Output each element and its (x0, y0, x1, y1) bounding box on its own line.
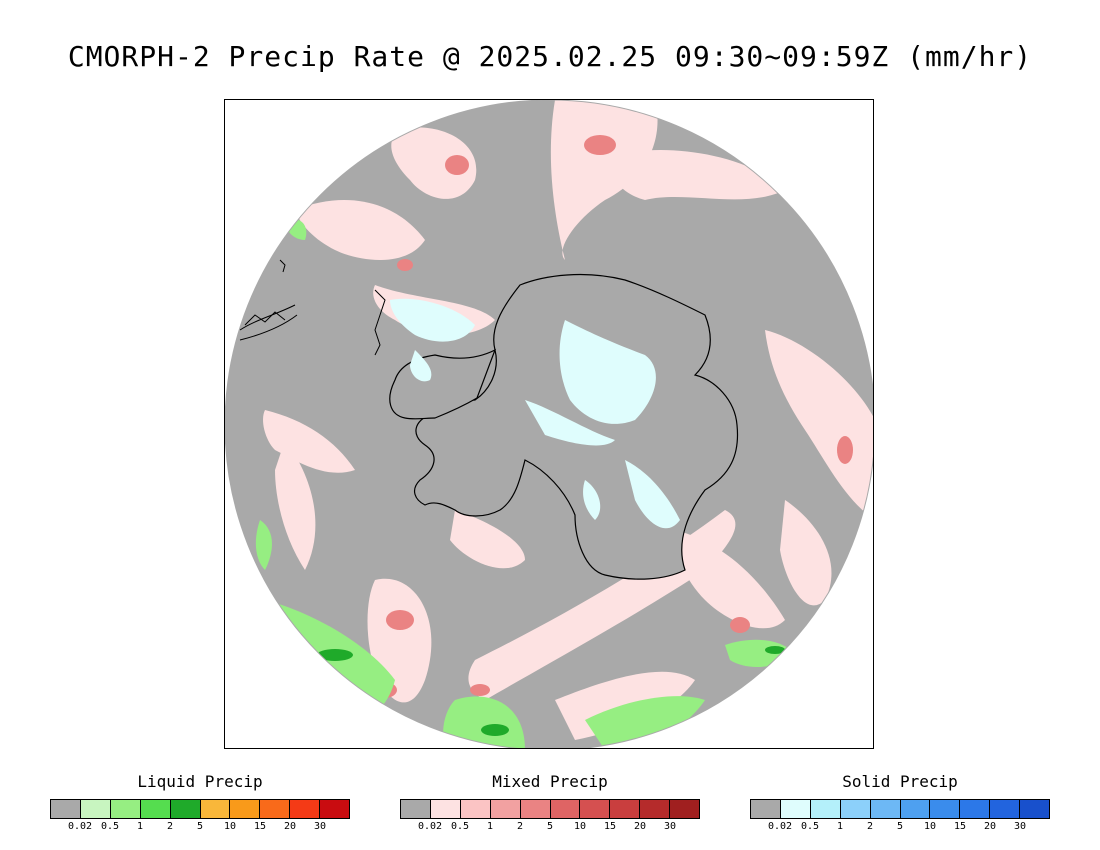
legend-tick-label: 0.5 (450, 821, 470, 832)
legend-swatch (320, 800, 350, 818)
legend-tick-label: 2 (516, 821, 524, 832)
scale-ticks: 0.02 0.5 1 2 5 10 15 20 30 (400, 821, 700, 835)
legend-tick-label: 1 (836, 821, 844, 832)
legend-swatch (401, 800, 431, 818)
legend-liquid: Liquid Precip 0.02 0.5 1 2 5 10 15 20 30 (50, 772, 350, 835)
solid-areas (390, 298, 680, 529)
legend-swatch (460, 800, 491, 818)
mixed-light-areas (263, 100, 873, 740)
color-scale (400, 799, 700, 819)
map-title: CMORPH-2 Precip Rate @ 2025.02.25 09:30~… (67, 40, 1033, 73)
legend-swatch (840, 800, 871, 818)
legend-tick-label: 30 (1013, 821, 1027, 832)
color-scale (750, 799, 1050, 819)
mixed-dark-areas (373, 135, 853, 698)
legend-swatch (580, 800, 611, 818)
legend-tick-label: 10 (223, 821, 237, 832)
legend-title: Solid Precip (842, 772, 958, 791)
legend-swatch (260, 800, 291, 818)
legend-swatch (170, 800, 201, 818)
legend-tick-label: 0.5 (100, 821, 120, 832)
legend-swatch (520, 800, 551, 818)
legend-tick-label: 0.02 (417, 821, 443, 832)
legend-swatch (780, 800, 811, 818)
legend-swatch (110, 800, 141, 818)
legend-swatch (990, 800, 1021, 818)
legend-tick-label: 2 (166, 821, 174, 832)
legend-title: Mixed Precip (492, 772, 608, 791)
legend-swatch (1020, 800, 1050, 818)
legend-swatch (430, 800, 461, 818)
legend-swatch (140, 800, 171, 818)
legend-tick-label: 1 (486, 821, 494, 832)
legend-mixed: Mixed Precip 0.02 0.5 1 2 5 10 15 20 30 (400, 772, 700, 835)
legend-tick-label: 20 (633, 821, 647, 832)
legend-swatch (51, 800, 81, 818)
legend-swatch (640, 800, 671, 818)
legend-tick-label: 0.5 (800, 821, 820, 832)
scale-ticks: 0.02 0.5 1 2 5 10 15 20 30 (750, 821, 1050, 835)
legend-tick-label: 15 (953, 821, 967, 832)
legend-tick-label: 10 (573, 821, 587, 832)
legend-swatch (200, 800, 231, 818)
legend-tick-label: 15 (253, 821, 267, 832)
legend-title: Liquid Precip (137, 772, 263, 791)
legend-tick-label: 1 (136, 821, 144, 832)
legend-swatch (230, 800, 261, 818)
legend-tick-label: 20 (283, 821, 297, 832)
south-america-coast (239, 259, 386, 356)
legend-tick-label: 30 (313, 821, 327, 832)
legend-swatch (550, 800, 581, 818)
legend-tick-label: 15 (603, 821, 617, 832)
legend-tick-label: 2 (866, 821, 874, 832)
precip-fields (239, 100, 873, 748)
legend-swatch (960, 800, 991, 818)
legend-swatch (900, 800, 931, 818)
color-scale (50, 799, 350, 819)
legend-tick-label: 0.02 (67, 821, 93, 832)
legend-tick-label: 0.02 (767, 821, 793, 832)
legend-swatch (870, 800, 901, 818)
liquid-dark-areas (317, 646, 785, 736)
legend-swatch (490, 800, 521, 818)
legend-solid: Solid Precip 0.02 0.5 1 2 5 10 15 20 30 (750, 772, 1050, 835)
precip-map-svg (225, 100, 873, 748)
legend-swatch (610, 800, 641, 818)
legend-tick-label: 30 (663, 821, 677, 832)
legend-tick-label: 5 (196, 821, 204, 832)
legend-tick-label: 10 (923, 821, 937, 832)
legend-swatch (80, 800, 111, 818)
legend-swatch (930, 800, 961, 818)
legend-swatch (751, 800, 781, 818)
legend-swatch (290, 800, 321, 818)
polar-map (224, 99, 874, 749)
legend-tick-label: 5 (896, 821, 904, 832)
legend-swatch (670, 800, 700, 818)
legend-tick-label: 20 (983, 821, 997, 832)
scale-ticks: 0.02 0.5 1 2 5 10 15 20 30 (50, 821, 350, 835)
legend-tick-label: 5 (546, 821, 554, 832)
legend-swatch (810, 800, 841, 818)
